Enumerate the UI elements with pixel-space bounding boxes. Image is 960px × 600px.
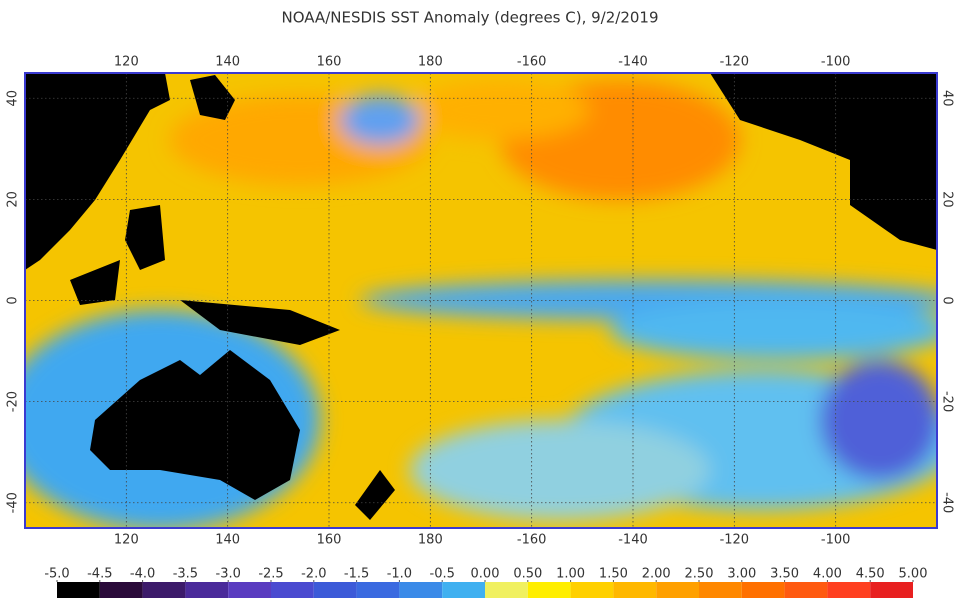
colorbar-label: -0.5 bbox=[430, 567, 455, 582]
colorbar-label: -4.0 bbox=[130, 567, 155, 582]
colorbar-bin bbox=[313, 582, 357, 598]
colorbar-label: -4.5 bbox=[87, 567, 112, 582]
lon-label-bottom: 120 bbox=[114, 533, 139, 548]
lon-label-top: -120 bbox=[720, 55, 750, 70]
colorbar-bin bbox=[784, 582, 828, 598]
lon-label-bottom: -160 bbox=[517, 533, 547, 548]
colorbar-bin bbox=[271, 582, 314, 598]
lon-label-bottom: 180 bbox=[418, 533, 443, 548]
colorbar-bin bbox=[485, 582, 528, 598]
lon-label-top: 160 bbox=[317, 55, 342, 70]
colorbar-label: 1.50 bbox=[599, 567, 628, 582]
colorbar-label: 3.00 bbox=[727, 567, 756, 582]
colorbar-bin bbox=[142, 582, 186, 598]
lat-label-left: -40 bbox=[6, 492, 21, 513]
colorbar-label: 1.00 bbox=[556, 567, 585, 582]
colorbar-bin bbox=[442, 582, 485, 598]
map-field bbox=[25, 73, 937, 528]
colorbar-label: 2.50 bbox=[685, 567, 714, 582]
colorbar-label: 0.00 bbox=[471, 567, 500, 582]
colorbar-label: -1.0 bbox=[387, 567, 412, 582]
lon-label-bottom: 160 bbox=[317, 533, 342, 548]
land-new-zealand bbox=[355, 470, 395, 520]
lat-label-right: 40 bbox=[940, 90, 955, 107]
lat-label-right: 20 bbox=[940, 191, 955, 208]
lat-label-right: -20 bbox=[940, 391, 955, 412]
map-title: NOAA/NESDIS SST Anomaly (degrees C), 9/2… bbox=[281, 9, 658, 27]
colorbar-label: 5.00 bbox=[899, 567, 928, 582]
colorbar-bin bbox=[228, 582, 271, 598]
colorbar-bin bbox=[870, 582, 913, 598]
lat-label-right: 0 bbox=[940, 296, 955, 304]
colorbar-bin bbox=[99, 582, 143, 598]
colorbar-bin bbox=[656, 582, 699, 598]
colorbar-label: 0.50 bbox=[513, 567, 542, 582]
lon-label-top: -160 bbox=[517, 55, 547, 70]
grid bbox=[25, 73, 937, 528]
colorbar-bin bbox=[527, 582, 571, 598]
colorbar-bin bbox=[699, 582, 742, 598]
colorbar-label: -3.5 bbox=[173, 567, 198, 582]
lon-label-bottom: -120 bbox=[720, 533, 750, 548]
colorbar-label: 3.50 bbox=[770, 567, 799, 582]
lon-label-bottom: -140 bbox=[618, 533, 648, 548]
colorbar-bin bbox=[399, 582, 443, 598]
map-border bbox=[24, 72, 938, 529]
colorbar-label: -3.0 bbox=[216, 567, 241, 582]
land-japan bbox=[190, 75, 235, 120]
colorbar-bin bbox=[185, 582, 229, 598]
lon-label-bottom: 140 bbox=[215, 533, 240, 548]
lat-label-left: -20 bbox=[6, 391, 21, 412]
colorbar-label: 2.00 bbox=[642, 567, 671, 582]
lon-label-top: -100 bbox=[821, 55, 851, 70]
axis-labels: 120 120 140 140 160 160 180 180 -160 -160 -140 -140… bbox=[6, 55, 955, 548]
lat-label-left: 40 bbox=[6, 90, 21, 107]
colorbar-label: 4.00 bbox=[813, 567, 842, 582]
colorbar-bin bbox=[827, 582, 871, 598]
lon-label-bottom: -100 bbox=[821, 533, 851, 548]
colorbar-bin bbox=[570, 582, 614, 598]
land-islands bbox=[70, 205, 340, 345]
land-asia bbox=[25, 73, 170, 270]
colorbar-label: -2.5 bbox=[258, 567, 283, 582]
lat-label-left: 20 bbox=[6, 191, 21, 208]
land-australia bbox=[90, 350, 300, 500]
colorbar-label: -2.0 bbox=[301, 567, 326, 582]
land-north-america bbox=[710, 73, 937, 250]
colorbar-label: 4.50 bbox=[856, 567, 885, 582]
lat-label-left: 0 bbox=[6, 296, 21, 304]
lon-label-top: 140 bbox=[215, 55, 240, 70]
colorbar-label: -5.0 bbox=[44, 567, 69, 582]
colorbar-bin bbox=[741, 582, 785, 598]
colorbar: -5.0 -4.5 -4.0 -3.5 -3.0 -2.5 -2.0 -1.5 -1.0 -0.5… bbox=[44, 567, 928, 598]
colorbar-bin bbox=[57, 582, 100, 598]
lon-label-top: 180 bbox=[418, 55, 443, 70]
colorbar-bin bbox=[613, 582, 657, 598]
lat-label-right: -40 bbox=[940, 492, 955, 513]
colorbar-label: -1.5 bbox=[344, 567, 369, 582]
lon-label-top: 120 bbox=[114, 55, 139, 70]
lon-label-top: -140 bbox=[618, 55, 648, 70]
colorbar-bin bbox=[356, 582, 400, 598]
